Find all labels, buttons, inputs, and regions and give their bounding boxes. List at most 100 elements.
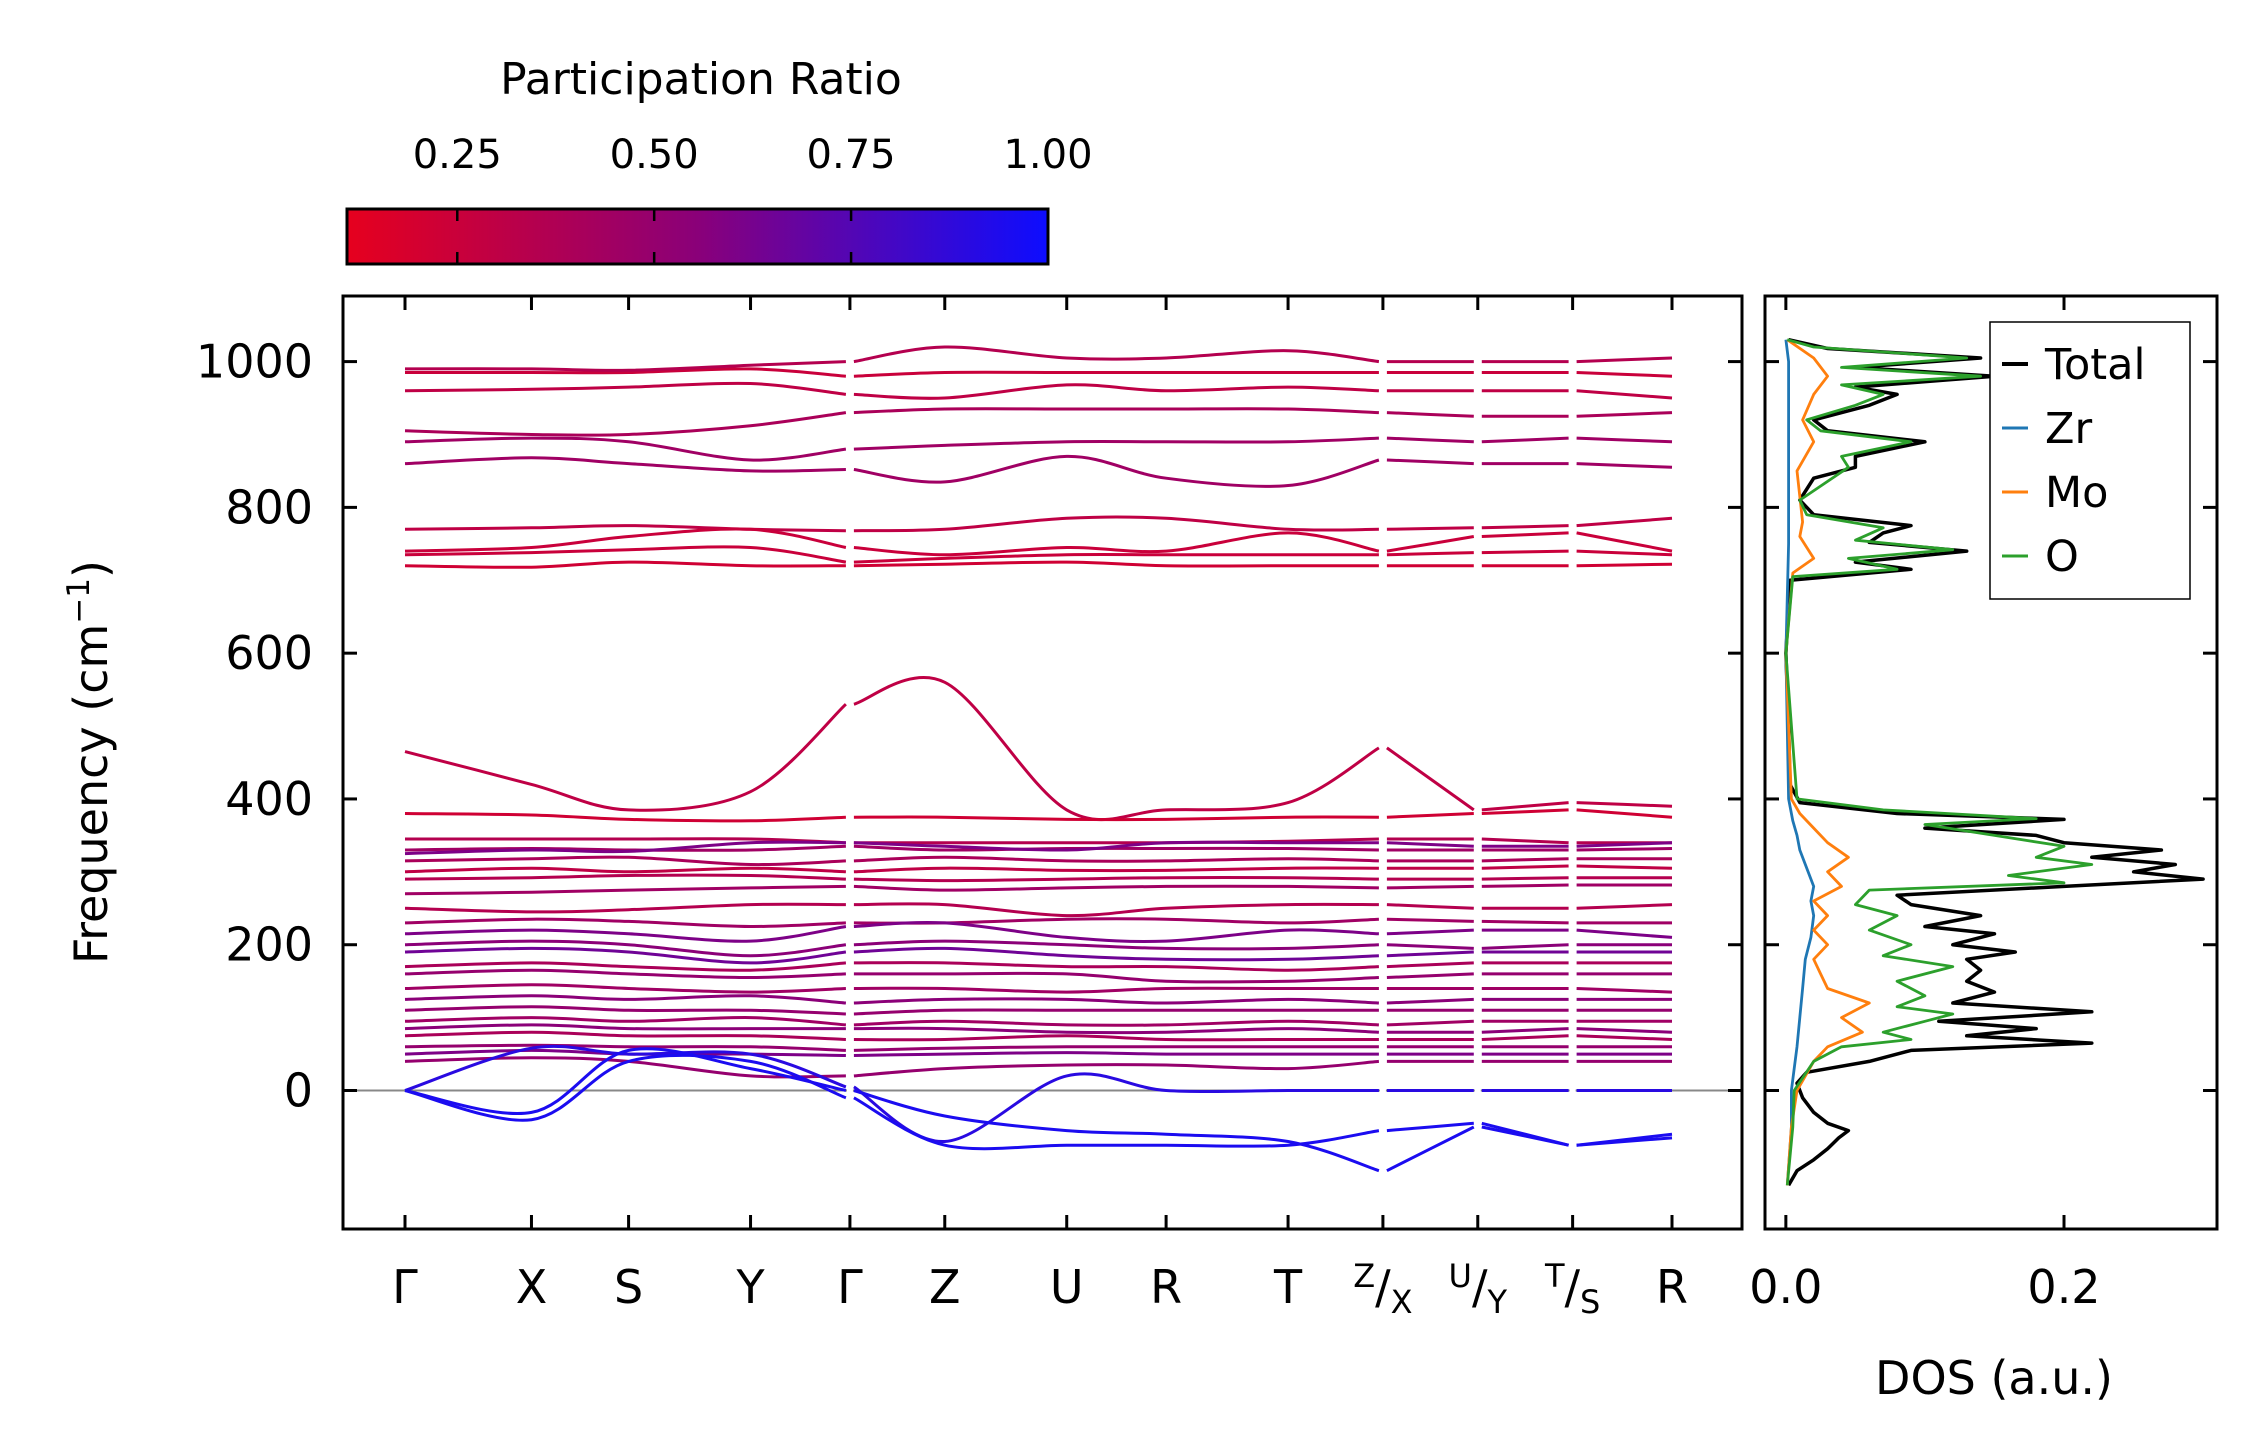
dos-axis-label: DOS (a.u.)	[1875, 1351, 2113, 1405]
band-4-segment-3	[1481, 436, 1569, 444]
band-3-segment-2	[1386, 411, 1474, 418]
dos-curves	[1784, 337, 2205, 1187]
kpoint-label-sup: Z	[1353, 1257, 1375, 1295]
band-20-segment-0	[404, 917, 846, 929]
band-19-segment-0	[404, 902, 846, 914]
kpoint-label-sub: Y	[1486, 1283, 1507, 1321]
band-16-segment-1	[853, 866, 1379, 874]
legend-label-o: O	[2045, 532, 2079, 582]
band-24-segment-0	[404, 961, 847, 972]
band-19-segment-1	[853, 902, 1379, 918]
band-28-segment-1	[853, 1008, 1379, 1016]
band-21-segment-4	[1576, 928, 1673, 939]
band-18-segment-2	[1386, 884, 1474, 890]
band-11-segment-2	[1386, 812, 1474, 819]
band-15-segment-3	[1481, 857, 1569, 863]
band-6-segment-0	[404, 524, 846, 533]
band-31-segment-4	[1576, 1034, 1673, 1041]
band-12-segment-1	[853, 837, 1379, 845]
band-25-segment-1	[853, 971, 1379, 984]
band-24-segment-1	[853, 961, 1379, 972]
band-6-segment-1	[853, 515, 1379, 533]
band-11-segment-1	[853, 815, 1379, 822]
band-29-segment-1	[853, 1019, 1379, 1027]
band-7-segment-1	[853, 531, 1380, 557]
band-30-segment-0	[404, 1023, 846, 1031]
band-0-segment-0	[405, 367, 847, 378]
band-5-segment-4	[1576, 462, 1673, 469]
band-30-segment-4	[1576, 1027, 1673, 1034]
kpoint-label: Γ	[837, 1260, 863, 1314]
band-2-segment-0	[404, 381, 847, 396]
kpoint-label: R	[1150, 1260, 1182, 1314]
band-36-segment-1	[853, 1096, 1380, 1151]
dos-frame	[1763, 294, 2219, 1231]
band-21-segment-1	[853, 920, 1379, 943]
colorbar-gradient	[345, 207, 1050, 266]
band-10-segment-1	[853, 675, 1380, 822]
band-12-segment-0	[405, 837, 846, 845]
band-23-segment-2	[1386, 950, 1474, 958]
band-20-segment-3	[1481, 919, 1569, 925]
band-8-segment-3	[1481, 549, 1569, 555]
band-24-segment-2	[1386, 961, 1474, 969]
kpoint-label-slash: /	[1564, 1260, 1580, 1314]
colorbar-tick-label: 1.00	[1003, 132, 1092, 178]
dos-line-mo	[1784, 338, 1871, 1186]
band-1-segment-0	[404, 360, 846, 372]
band-15-segment-1	[853, 855, 1379, 863]
kpoint-label: Y	[735, 1260, 765, 1314]
dos-legend: Total Zr Mo O	[1989, 321, 2191, 600]
kpoint-label-slash: /	[1472, 1260, 1488, 1314]
band-15-segment-0	[404, 855, 846, 867]
band-7-segment-4	[1576, 531, 1673, 553]
band-31-segment-1	[853, 1034, 1379, 1042]
band-19-segment-2	[1386, 903, 1474, 910]
band-35-segment-1	[853, 1072, 1379, 1144]
band-37-segment-3	[1481, 1125, 1569, 1147]
band-36-segment-0	[404, 1053, 847, 1122]
colorbar-tick-label: 0.25	[413, 132, 502, 178]
band-13-segment-0	[404, 844, 846, 852]
band-26-segment-4	[1576, 987, 1673, 994]
band-3-segment-1	[853, 407, 1379, 415]
band-14-segment-0	[404, 840, 846, 856]
band-10-segment-0	[404, 703, 847, 812]
colorbar-tick-label: 0.50	[610, 132, 699, 178]
band-23-segment-0	[404, 946, 847, 965]
dos-frequency-ticks	[1765, 360, 2217, 1093]
band-6-segment-3	[1481, 524, 1569, 530]
band-9-segment-1	[853, 560, 1379, 568]
kpoint-combined-label: Z/X	[1353, 1257, 1412, 1321]
band-18-segment-0	[404, 884, 846, 896]
band-20-segment-2	[1386, 917, 1474, 923]
band-5-segment-2	[1386, 458, 1474, 466]
dos-axes: 0.0 0.2 DOS (a.u.) Total Zr Mo O	[1749, 294, 2219, 1405]
band-13-segment-1	[853, 844, 1379, 852]
band-6-segment-2	[1386, 526, 1474, 531]
dos-line-zr	[1784, 339, 1816, 1186]
band-23-segment-1	[853, 946, 1379, 962]
band-10-segment-3	[1481, 801, 1569, 812]
path-break-gap	[1379, 326, 1386, 1199]
band-33-segment-1	[853, 1051, 1379, 1057]
kpoint-label: T	[1273, 1260, 1303, 1314]
band-9-segment-0	[404, 560, 846, 569]
path-break-gap	[1474, 326, 1481, 1199]
band-1-segment-1	[853, 345, 1380, 364]
band-30-segment-3	[1481, 1027, 1569, 1034]
ylabel-main: Frequency (cm	[64, 624, 118, 964]
band-17-segment-1	[853, 875, 1379, 883]
kpoint-label: X	[516, 1260, 548, 1314]
band-5-segment-0	[404, 456, 846, 473]
kpoint-label: Γ	[392, 1260, 418, 1314]
band-22-segment-2	[1386, 943, 1474, 950]
band-14-segment-1	[853, 840, 1379, 852]
band-4-segment-2	[1386, 436, 1474, 444]
band-37-segment-1	[853, 1089, 1380, 1173]
legend-label-mo: Mo	[2045, 468, 2108, 518]
frequency-tick-label: 200	[225, 918, 313, 972]
frequency-tick-label: 800	[225, 480, 313, 534]
